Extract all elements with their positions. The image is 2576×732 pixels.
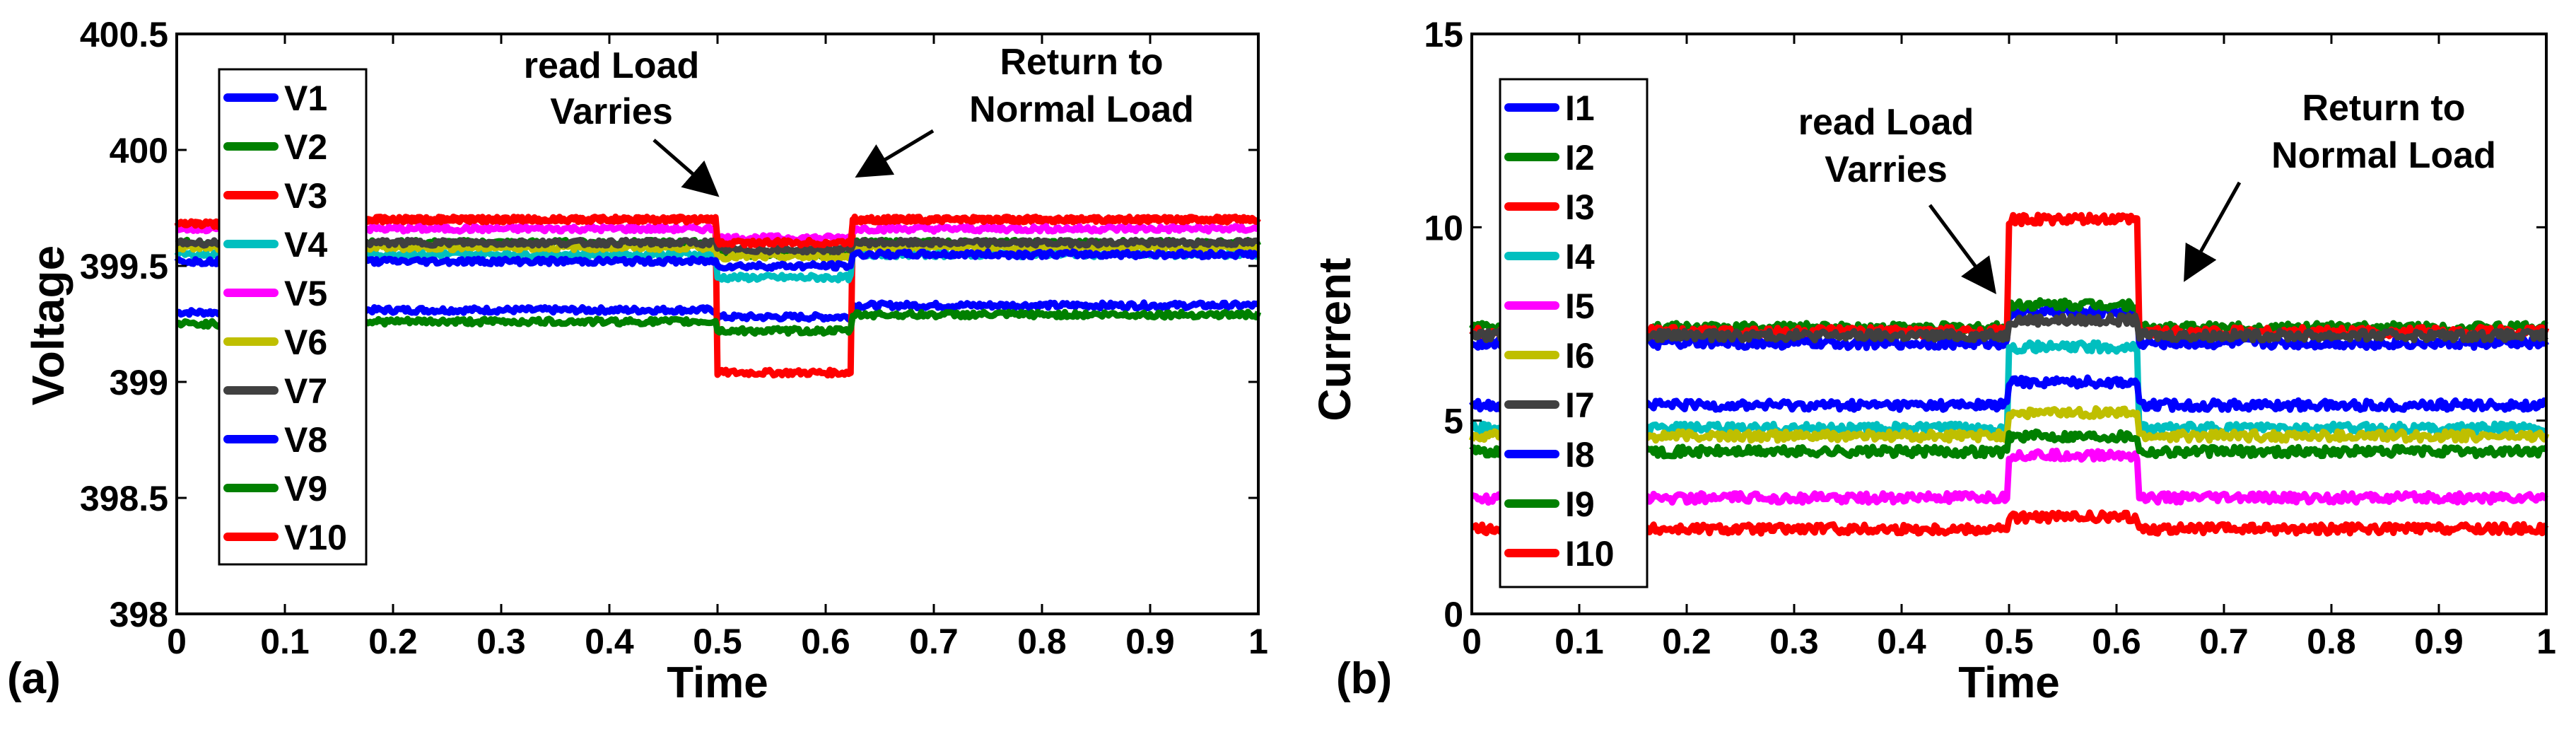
series-line-i8 [1469,374,2548,413]
x-tick-label: 0.7 [909,622,959,661]
x-tick-label: 0.5 [1984,622,2034,661]
legend-label-v4: V4 [284,225,327,265]
legend-label-v8: V8 [284,420,327,460]
series-line-i5 [1470,447,2548,506]
x-tick-label: 0.6 [2092,622,2141,661]
panel-b-y-ticks: 0 5 10 15 [1424,15,2546,634]
panel-a-panel-label: (a) [7,654,61,703]
legend-label-i9: I9 [1565,484,1595,524]
x-tick-label: 0.1 [1555,622,1604,661]
legend-label-v3: V3 [284,176,327,216]
x-tick-label: 0.3 [476,622,526,661]
annotation-line-1: Return to [1000,42,1163,83]
legend-label-v7: V7 [284,371,327,411]
y-tick-label: 5 [1444,402,1463,441]
panel-a-annotations: read Load Varries Return to Normal Load [524,42,1194,197]
series-line-i7 [1469,312,2549,344]
legend-label-i5: I5 [1565,286,1595,326]
y-tick-label: 400 [110,131,168,170]
y-tick-label: 15 [1424,15,1463,54]
legend-label-v6: V6 [284,323,327,362]
x-tick-label: 0.9 [1125,622,1175,661]
x-tick-label: 0.2 [368,622,418,661]
panel-a-x-ticks: 0 0.1 0.2 0.3 0.4 0.5 0.6 0.7 0.8 0.9 1 [167,34,1268,661]
legend-label-v1: V1 [284,79,327,118]
series-line-i9 [1469,428,2548,460]
legend-label-i4: I4 [1565,237,1595,277]
x-tick-label: 0.2 [1662,622,1711,661]
legend-label-i1: I1 [1565,88,1595,128]
annotation-line-2: Varries [550,91,673,132]
panel-b-annotation-return-normal: Return to Normal Load [2271,88,2496,176]
legend-label-v10: V10 [284,518,347,557]
legend-label-v5: V5 [284,274,327,313]
panel-a-legend-entries: V1 V2 V3 V4 V5 V6 V7 V8 V9 V10 [223,79,347,557]
panel-a-y-ticks: 398 398.5 399 399.5 400 400.5 [80,15,1258,634]
panel-b-arrow-return-normal [2184,181,2242,282]
x-tick-label: 0.9 [2414,622,2464,661]
panel-a-y-axis-label: Voltage [23,245,74,405]
legend-label-i3: I3 [1565,187,1595,227]
x-tick-label: 0 [167,622,187,661]
y-tick-label: 0 [1444,595,1463,634]
x-tick-label: 0.1 [260,622,310,661]
x-tick-label: 0.4 [1877,622,1926,661]
legend-label-i6: I6 [1565,336,1595,376]
panel-a-legend: V1 V2 V3 V4 V5 V6 V7 V8 V9 V10 [218,68,368,566]
panel-a-arrow-return-normal [855,129,935,178]
panel-b-arrow-read-load [1928,204,1996,295]
panel-b-y-axis-label: Current [1309,257,1360,421]
legend-label-i10: I10 [1565,534,1615,574]
panel-a-annotation-read-load: read Load Varries [524,45,700,132]
y-tick-label: 399.5 [80,247,168,286]
series-line-i6 [1468,405,2550,444]
x-tick-label: 0.3 [1769,622,1819,661]
panel-a-x-axis-label: Time [667,658,768,707]
x-tick-label: 0.8 [1017,622,1067,661]
series-line-i4 [1470,339,2548,436]
annotation-line-1: read Load [1798,102,1974,143]
y-tick-label: 400.5 [80,15,168,54]
panel-b-legend-entries: I1 I2 I3 I4 I5 I6 I7 I8 I9 I10 [1504,88,1615,574]
panel-b: 0 0.1 0.2 0.3 0.4 0.5 0.6 0.7 0.8 0.9 1 0 5 10 15 Cur… [1309,15,2556,707]
x-tick-label: 0.6 [801,622,850,661]
panel-b-annotation-read-load: read Load Varries [1798,102,1974,190]
annotation-line-2: Normal Load [969,89,1194,130]
x-tick-label: 0.8 [2307,622,2356,661]
panel-b-legend: I1 I2 I3 I4 I5 I6 I7 I8 I9 I10 [1499,78,1649,588]
x-tick-label: 1 [2536,622,2556,661]
legend-label-i2: I2 [1565,138,1595,178]
annotation-line-1: Return to [2302,88,2465,129]
x-tick-label: 0.7 [2199,622,2249,661]
panel-b-series [1468,211,2550,537]
annotation-line-2: Normal Load [2271,135,2496,176]
y-tick-label: 398 [110,595,168,634]
x-tick-label: 0.4 [585,622,634,661]
annotation-line-2: Varries [1825,149,1948,190]
annotation-line-1: read Load [524,45,700,86]
y-tick-label: 399 [110,363,168,402]
panel-b-x-axis-label: Time [1958,658,2060,707]
x-tick-label: 0 [1462,622,1482,661]
y-tick-label: 10 [1424,208,1463,248]
series-line-i10 [1470,509,2549,537]
x-tick-label: 0.5 [693,622,742,661]
panel-b-panel-label: (b) [1336,654,1392,703]
panel-a-annotation-return-normal: Return to Normal Load [969,42,1194,130]
panel-b-annotations: read Load Varries Return to Normal Load [1798,88,2496,295]
legend-label-i8: I8 [1565,435,1595,475]
legend-label-v9: V9 [284,469,327,509]
panel-b-x-ticks: 0 0.1 0.2 0.3 0.4 0.5 0.6 0.7 0.8 0.9 1 [1462,34,2556,661]
legend-label-v2: V2 [284,127,327,167]
panel-a-arrow-read-load [652,139,720,197]
x-tick-label: 1 [1248,622,1268,661]
panel-a: 0 0.1 0.2 0.3 0.4 0.5 0.6 0.7 0.8 0.9 1 398398.539… [7,15,1268,707]
panel-a-legend-box [218,68,368,566]
y-tick-label: 398.5 [80,479,168,518]
legend-label-i7: I7 [1565,385,1595,425]
